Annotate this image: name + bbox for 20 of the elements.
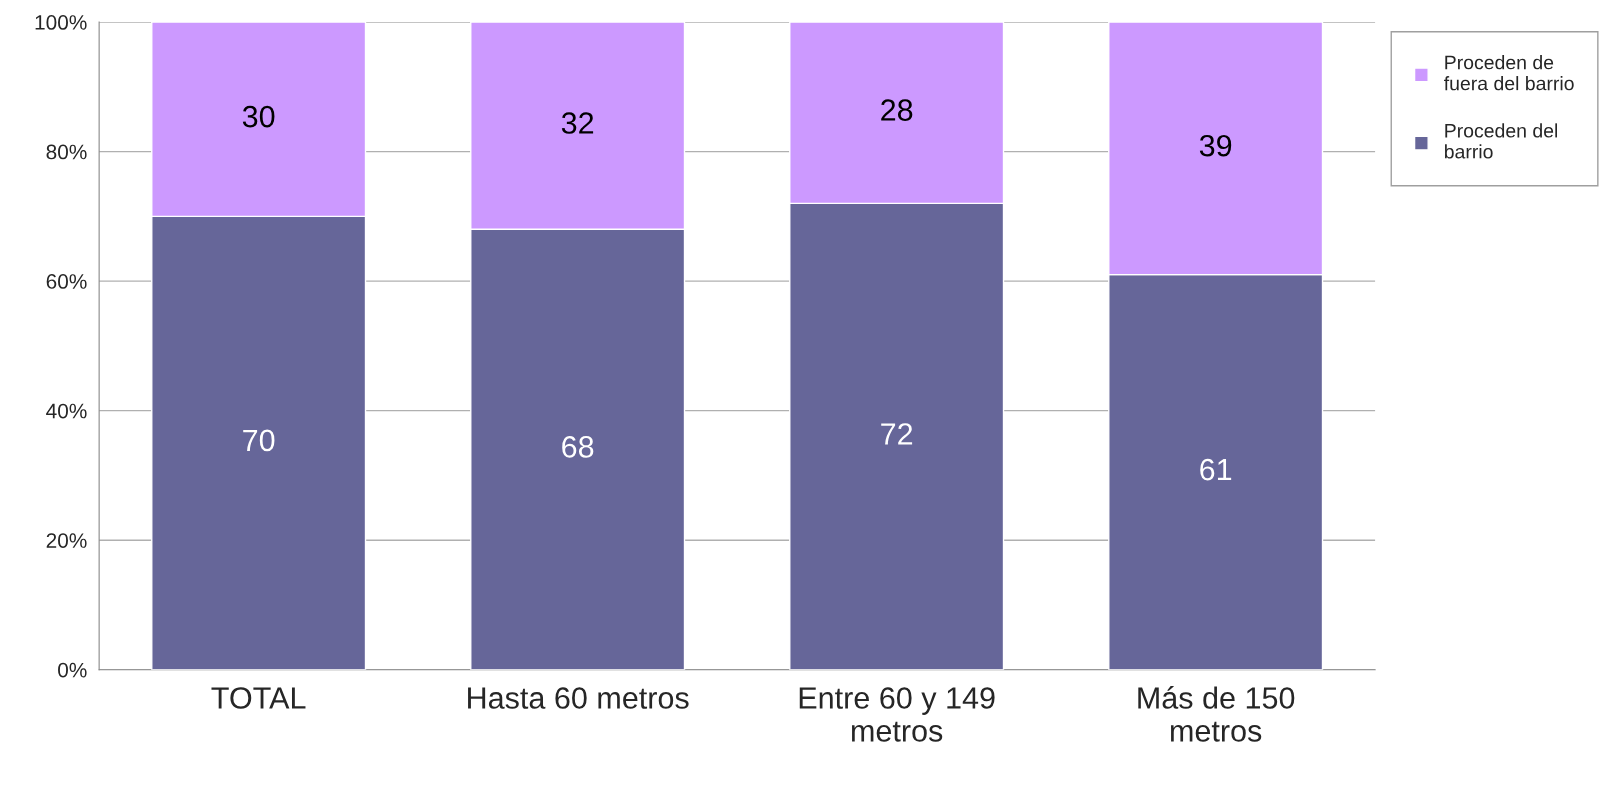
data-label: 72 [881,423,913,445]
x-tick-label: Más de 150 metros [1138,686,1295,742]
data-label: 28 [881,99,913,121]
legend-label: Proceden del barrio [1445,123,1558,159]
y-tick-label: 100% [35,15,87,30]
x-tick-label: TOTAL [211,687,306,709]
y-tick-label: 60% [46,274,87,289]
data-label: 68 [562,436,594,458]
y-tick-label: 40% [46,403,87,419]
data-label: 70 [243,429,275,452]
data-label: 61 [1200,458,1232,481]
y-tick-label: 80% [46,144,87,160]
data-label: 39 [1199,134,1232,157]
y-tick-label: 20% [46,533,87,548]
legend-label: Proceden de fuera del barrio [1444,55,1574,91]
x-tick-label: Hasta 60 metros [468,687,689,709]
y-tick-label: 0% [58,662,87,678]
data-label: 30 [242,105,275,128]
x-tick-label: Entre 60 y 149 metros [799,687,995,742]
data-label: 32 [561,112,594,134]
